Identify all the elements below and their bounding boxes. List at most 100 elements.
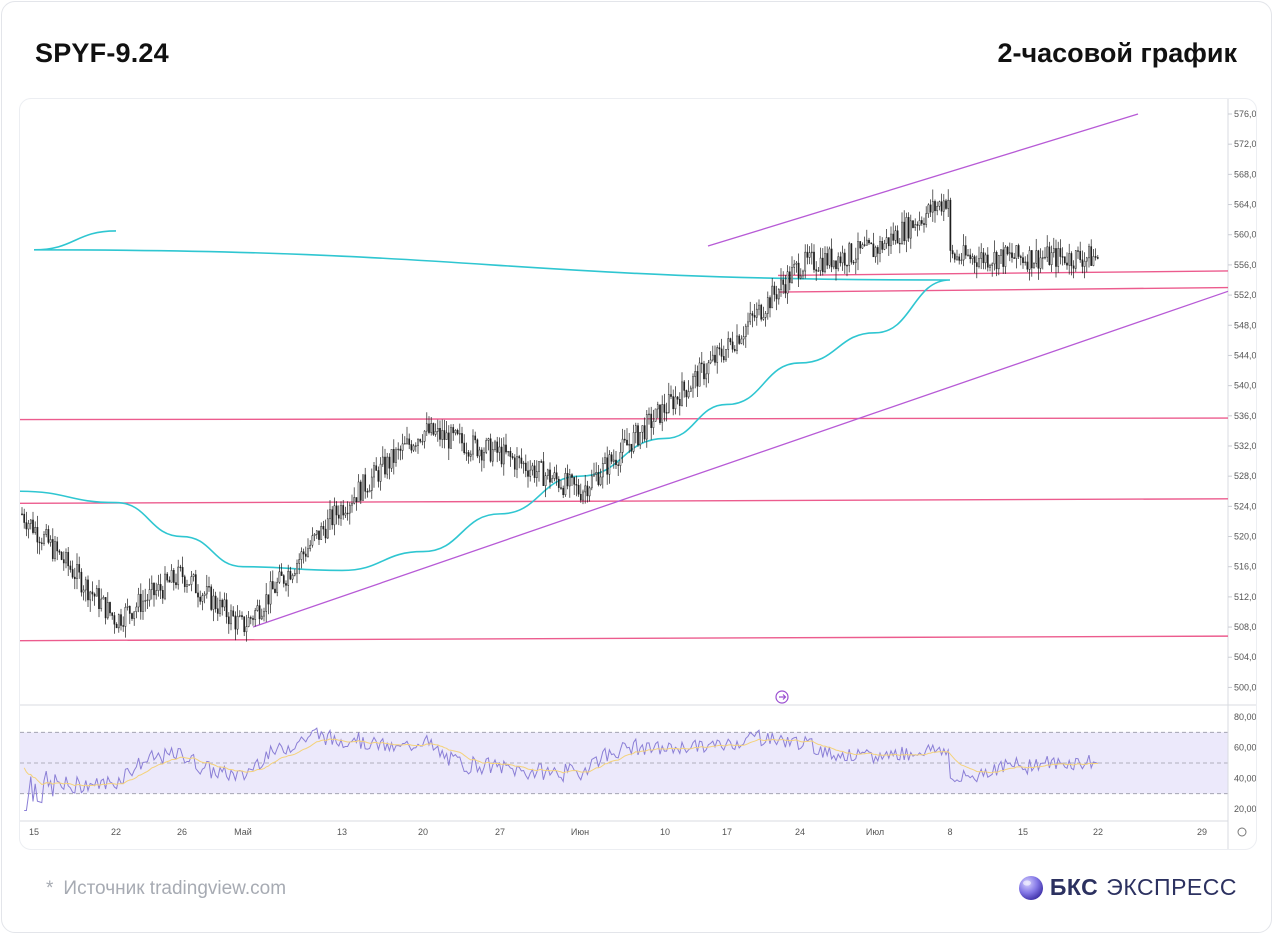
candle-body xyxy=(311,535,314,546)
candle-body xyxy=(425,423,428,432)
candle-body xyxy=(687,391,690,398)
candle-body xyxy=(441,430,444,440)
y-tick-label: 564,00 xyxy=(1234,200,1256,210)
candle-body xyxy=(131,613,133,619)
candle-body xyxy=(197,592,199,598)
candle-body xyxy=(315,530,318,535)
candle-body xyxy=(771,285,774,309)
candle-body xyxy=(696,371,699,387)
candle-body xyxy=(32,519,34,533)
candle-body xyxy=(144,600,147,602)
candle-body xyxy=(285,583,287,586)
candle-body xyxy=(494,441,496,450)
candle-body xyxy=(661,404,664,423)
candle-body xyxy=(344,512,347,516)
candle-body xyxy=(736,335,738,351)
candle-body xyxy=(483,452,485,461)
channel-line-upper xyxy=(707,113,1139,247)
candle-body xyxy=(29,519,32,524)
candle-body xyxy=(685,390,688,398)
candle-body xyxy=(885,237,888,244)
y-tick-label: 568,00 xyxy=(1234,169,1256,179)
candle-body xyxy=(645,414,648,440)
candle-body xyxy=(104,597,107,619)
candle-body xyxy=(260,615,263,620)
candle-body xyxy=(379,463,382,482)
brand-bold: БКС xyxy=(1049,874,1099,900)
candle-body xyxy=(168,579,171,583)
candle-body xyxy=(223,599,226,608)
candle-body xyxy=(137,593,140,608)
price-chart[interactable]: 576,00 572,00 568,00 564,00 560,00 556,00 552,… xyxy=(20,99,1256,849)
settings-gear-icon xyxy=(1237,827,1247,837)
candle-body xyxy=(872,243,875,258)
candle-body xyxy=(298,559,301,564)
candle-body xyxy=(230,610,232,625)
y-tick-label: 508,00 xyxy=(1234,622,1256,632)
candle-body xyxy=(1052,248,1055,253)
candle-body xyxy=(190,576,193,585)
candle-body xyxy=(392,449,395,463)
candle-body xyxy=(681,381,683,406)
candle-body xyxy=(219,599,221,614)
candle-body xyxy=(289,570,292,580)
candle-body xyxy=(709,359,712,364)
candle-body xyxy=(27,523,30,530)
candle-body xyxy=(142,600,144,612)
candle-body xyxy=(225,599,228,618)
candle-body xyxy=(703,363,705,380)
candle-body xyxy=(705,373,708,380)
candle-body xyxy=(234,615,237,630)
x-tick-label: 10 xyxy=(660,827,670,837)
candle-body xyxy=(623,438,626,441)
candle-body xyxy=(126,606,129,608)
x-tick-label: 29 xyxy=(1197,827,1207,837)
candle-body xyxy=(469,453,472,457)
candle-body xyxy=(909,220,912,239)
candle-body xyxy=(960,259,963,261)
candle-body xyxy=(819,257,822,271)
candle-body xyxy=(1081,259,1084,267)
candle-body xyxy=(876,247,879,254)
candle-body xyxy=(692,376,694,389)
y-tick-label: 524,00 xyxy=(1234,501,1256,511)
candle-body xyxy=(863,244,866,246)
candle-body xyxy=(535,471,538,479)
y-tick-label: 512,00 xyxy=(1234,592,1256,602)
rsi-tick-label: 60,00 xyxy=(1234,743,1256,753)
candle-body xyxy=(546,469,549,476)
candle-body xyxy=(467,452,470,457)
candle-body xyxy=(175,582,177,586)
candle-body xyxy=(524,462,527,471)
candle-body xyxy=(399,448,402,451)
candle-body xyxy=(905,217,908,242)
candle-body xyxy=(527,470,529,477)
candle-body xyxy=(912,220,914,228)
candle-body xyxy=(516,456,518,470)
candle-body xyxy=(808,252,811,258)
candle-body xyxy=(777,289,780,300)
candle-body xyxy=(914,224,917,228)
candle-body xyxy=(612,459,615,462)
candle-body xyxy=(45,529,48,535)
candle-body xyxy=(648,413,650,416)
candle-body xyxy=(553,472,556,479)
y-tick-label: 516,00 xyxy=(1234,562,1256,572)
candle-body xyxy=(236,616,239,630)
y-tick-label: 560,00 xyxy=(1234,230,1256,240)
candle-body xyxy=(89,591,92,601)
candle-body xyxy=(689,387,692,392)
candle-body xyxy=(509,450,512,457)
candle-body xyxy=(780,279,782,290)
candle-body xyxy=(120,614,122,626)
candle-body xyxy=(931,201,934,213)
candle-body xyxy=(109,602,111,614)
candle-body xyxy=(859,241,862,249)
candle-body xyxy=(491,449,494,462)
candle-body xyxy=(377,470,380,482)
candle-body xyxy=(43,534,45,544)
source-note: * Источник tradingview.com xyxy=(46,878,286,900)
candle-body xyxy=(1044,256,1046,259)
candle-body xyxy=(78,564,81,573)
y-tick-label: 548,00 xyxy=(1234,320,1256,330)
